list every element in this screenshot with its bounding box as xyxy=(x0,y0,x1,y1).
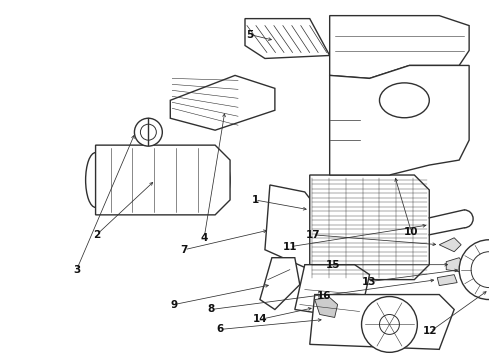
Text: 5: 5 xyxy=(246,30,254,40)
Polygon shape xyxy=(295,265,369,319)
Polygon shape xyxy=(96,145,230,215)
Text: 14: 14 xyxy=(253,314,267,324)
Circle shape xyxy=(134,118,162,146)
Circle shape xyxy=(141,124,156,140)
Circle shape xyxy=(362,297,417,352)
Polygon shape xyxy=(437,275,457,285)
Text: 1: 1 xyxy=(251,195,259,205)
Ellipse shape xyxy=(379,83,429,118)
Polygon shape xyxy=(439,238,461,252)
Text: 11: 11 xyxy=(283,242,297,252)
Polygon shape xyxy=(171,75,275,130)
Polygon shape xyxy=(310,294,454,349)
Text: 7: 7 xyxy=(180,245,188,255)
Text: 10: 10 xyxy=(404,227,418,237)
Text: 9: 9 xyxy=(171,300,178,310)
Text: 2: 2 xyxy=(93,230,100,240)
Polygon shape xyxy=(245,19,330,58)
Text: 17: 17 xyxy=(305,230,320,240)
Polygon shape xyxy=(265,185,315,270)
Text: 16: 16 xyxy=(317,291,331,301)
Polygon shape xyxy=(446,258,464,272)
Text: 3: 3 xyxy=(73,265,80,275)
Circle shape xyxy=(379,315,399,334)
Text: 4: 4 xyxy=(200,233,208,243)
Polygon shape xyxy=(330,15,469,78)
Polygon shape xyxy=(310,175,429,280)
Text: 8: 8 xyxy=(207,305,215,315)
Polygon shape xyxy=(330,66,469,175)
Circle shape xyxy=(459,240,490,300)
Text: 6: 6 xyxy=(217,324,224,334)
Circle shape xyxy=(471,252,490,288)
Text: 13: 13 xyxy=(362,276,377,287)
Polygon shape xyxy=(260,258,300,310)
Polygon shape xyxy=(315,298,338,318)
Text: 15: 15 xyxy=(325,260,340,270)
Text: 12: 12 xyxy=(423,327,438,336)
